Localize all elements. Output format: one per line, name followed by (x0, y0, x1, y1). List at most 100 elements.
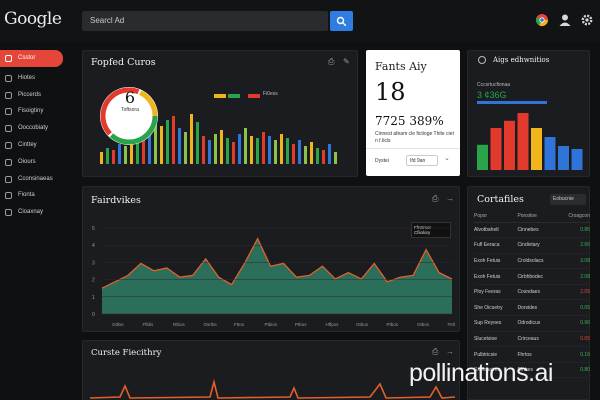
sidebar-item[interactable]: Piccerds (0, 87, 68, 104)
table-cell: Cinnebes (517, 222, 558, 239)
search-button[interactable] (330, 11, 353, 31)
sidebar-item[interactable]: Oiours (0, 154, 68, 171)
chrome-icon[interactable] (535, 13, 549, 27)
sidebar-item[interactable]: Fisoigtiny (0, 103, 68, 120)
bar (274, 140, 277, 164)
divider (366, 148, 460, 149)
table-row[interactable]: Sxoinaaires Dinhes 0.80 (474, 362, 590, 379)
x-tick-label: Ptbos (295, 322, 307, 327)
settings-icon[interactable] (580, 13, 594, 27)
bar (190, 114, 193, 164)
x-tick-label: Osrtbs (204, 322, 218, 327)
nav-icon (5, 141, 12, 149)
more-icon[interactable]: → (446, 347, 454, 356)
table-filter-dropdown[interactable]: Eobucnie (550, 194, 586, 205)
bar (310, 142, 313, 164)
sidebar-item[interactable]: Cconsinaeas (0, 171, 68, 188)
stat-card-footer-select[interactable]: Ifd 9an (406, 155, 438, 166)
search-icon (336, 16, 347, 27)
table-row[interactable]: Exoh Fetuis Cirbhbodec 2.08 (474, 268, 590, 285)
bar (531, 128, 542, 170)
sidebar-item[interactable]: Cinttey (0, 137, 68, 154)
table-cell: Fufl Eeraca (474, 237, 518, 254)
table-cell: Alvotbahelt (474, 222, 518, 239)
bar (544, 137, 556, 170)
bar (334, 152, 337, 164)
table-row[interactable]: She Oicsetry Dorsides 0.05 (474, 299, 590, 317)
table-row[interactable]: Sup Reyoes Odrodicus 0.96 (474, 315, 590, 332)
watermark: pollinations.ai (409, 359, 554, 387)
area-fill (102, 238, 452, 314)
bar (214, 134, 217, 164)
bar (304, 146, 307, 164)
sidebar-item-label: Piccerds (18, 91, 42, 98)
info-icon[interactable] (478, 56, 486, 64)
table-cell: Pulbtricsie (474, 346, 518, 363)
account-icon[interactable] (558, 13, 572, 27)
sidebar-item[interactable]: Fionta (0, 187, 68, 204)
bar (166, 120, 169, 164)
table-cell: 0.05 (557, 299, 590, 317)
table-cell: Croldsolacs (517, 253, 558, 270)
bar (292, 144, 295, 164)
bar (490, 128, 502, 170)
bar (238, 134, 241, 164)
table-row[interactable]: Fufl Eeraca Cindivtary 2.66 (474, 237, 590, 254)
print-icon[interactable]: ⎙ (432, 347, 439, 356)
column-header[interactable]: Popsr (474, 210, 518, 223)
table-cell: 0.96 (557, 315, 590, 332)
y-tick-label: 1 (92, 295, 95, 301)
bar (232, 142, 235, 164)
bar (100, 152, 103, 164)
sidebar-item[interactable]: Hiotes (0, 70, 68, 87)
print-icon[interactable]: ⎙ (432, 194, 439, 203)
edit-icon[interactable]: ✎ (343, 57, 350, 66)
chart-tooltip: Ffntrmor Cfiiolory (411, 222, 451, 238)
top-bar-chart (100, 114, 337, 164)
top-chart-title: Fopfed Curos (91, 57, 156, 68)
table-row[interactable]: Exoh Fetuis Croldsolacs 3.08 (474, 253, 590, 270)
table-row[interactable]: Ploy Feeras Cosndaes 2.05 (474, 284, 590, 301)
table-cell: 0.05 (557, 331, 590, 348)
data-table: Popsr Ponsitoe Croagcon Alvotbahelt Cinnebes… (474, 210, 590, 379)
stat-card-footer-left: Dystei (375, 158, 389, 164)
bar (196, 122, 199, 164)
x-tick-label: Ftrtlov (448, 322, 456, 327)
bar (118, 144, 121, 164)
bar (322, 150, 325, 164)
right-chart-subtitle: Cccsrtucfionaa (477, 82, 511, 88)
table-row[interactable]: Slucetsioe Crirceaus 0.05 (474, 331, 590, 348)
table-cell: 2.66 (557, 237, 590, 254)
sidebar-item-label: Oiours (18, 158, 36, 165)
table-cell: Dinhes (517, 362, 558, 379)
sidebar-item[interactable]: Cioaxnay (0, 204, 68, 221)
table-cell: Fhrtos (517, 346, 558, 363)
bar (184, 132, 187, 164)
app-logo[interactable]: Google (4, 9, 62, 29)
search-input[interactable]: Searcl Ad (82, 11, 328, 31)
more-icon[interactable]: → (446, 194, 454, 203)
print-icon[interactable]: ⎙ (328, 57, 335, 66)
table-cell: Cindivtary (517, 237, 558, 254)
column-header[interactable]: Ponsitoe (517, 210, 558, 223)
sidebar-item[interactable]: Csstor (0, 50, 63, 67)
chevron-down-icon[interactable]: ⌄ (444, 155, 450, 162)
y-tick-label: 2 (92, 278, 95, 284)
table-cell: Cosndaes (517, 284, 558, 301)
table-cell: Ploy Feeras (474, 284, 518, 301)
table-row[interactable]: Alvotbahelt Cinnebes 0.85 (474, 222, 590, 239)
legend-swatch-red (248, 94, 260, 98)
bar (477, 144, 488, 170)
table-cell: Cirbhbodec (517, 268, 558, 285)
table-row[interactable]: Pulbtricsie Fhrtos 0.16 (474, 346, 590, 363)
bar (517, 113, 529, 170)
column-header[interactable]: Croagcon (557, 210, 590, 223)
sidebar-item-label: Hiotes (18, 74, 36, 81)
bar (316, 148, 319, 164)
right-chart-progress (477, 101, 547, 104)
table-title: Cortafiles (477, 194, 524, 205)
sidebar-item[interactable]: Ooccobiaty (0, 120, 68, 137)
sidebar-item-label: Cioaxnay (18, 209, 44, 216)
bar (268, 136, 271, 164)
x-tick-label: Fttos (234, 322, 245, 327)
